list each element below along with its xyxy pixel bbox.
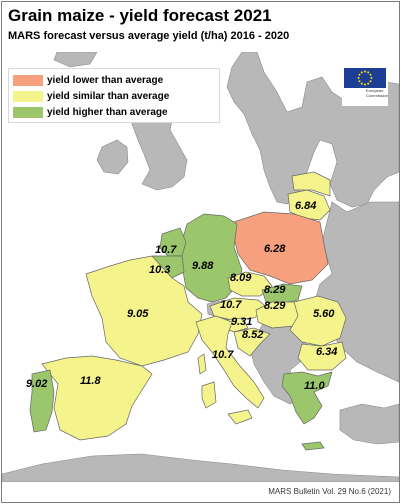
value-poland: 6.28 bbox=[264, 243, 286, 255]
norway-island-shape bbox=[53, 52, 98, 68]
poland-shape bbox=[233, 211, 329, 285]
legend-label-similar: yield similar than average bbox=[47, 90, 170, 102]
sardinia-shape bbox=[201, 381, 217, 409]
european-commission-logo: European Commission bbox=[342, 68, 388, 106]
value-netherlands: 10.7 bbox=[155, 244, 177, 256]
scandinavia-shape bbox=[226, 52, 399, 208]
romania-shape bbox=[289, 295, 347, 347]
legend-item-similar: yield similar than average bbox=[13, 88, 215, 104]
value-czechia: 8.09 bbox=[230, 272, 252, 284]
value-romania: 5.60 bbox=[313, 308, 335, 320]
map-title: Grain maize - yield forecast 2021 bbox=[8, 6, 272, 25]
eu-logo-text-line2: Commission bbox=[366, 93, 389, 98]
yield-values: 6.84 6.28 10.7 10.3 9.88 8.09 8.29 10.7 … bbox=[26, 200, 337, 392]
crete-shape bbox=[301, 441, 325, 451]
slovakia-shape bbox=[261, 283, 303, 305]
legend-label-lower: yield lower than average bbox=[47, 74, 164, 86]
ireland-shape bbox=[96, 139, 129, 175]
latvia-shape bbox=[291, 171, 331, 197]
value-slovakia: 8.29 bbox=[264, 284, 286, 296]
legend-swatch-lower bbox=[13, 74, 43, 86]
spain-shape bbox=[41, 355, 153, 441]
legend-item-higher: yield higher than average bbox=[13, 104, 215, 120]
value-belgium: 10.3 bbox=[149, 264, 170, 276]
north-africa-shape bbox=[2, 453, 399, 482]
legend-item-lower: yield lower than average bbox=[13, 72, 215, 88]
croatia-shape bbox=[233, 327, 271, 357]
value-austria: 10.7 bbox=[220, 299, 242, 311]
value-lithuania: 6.84 bbox=[295, 200, 316, 212]
portugal-shape bbox=[29, 369, 55, 433]
bulgaria-shape bbox=[297, 341, 347, 371]
france-shape bbox=[85, 255, 203, 367]
eu-flag-icon bbox=[344, 68, 386, 88]
greece-shape bbox=[281, 371, 333, 425]
value-italy: 10.7 bbox=[212, 349, 234, 361]
legend-swatch-similar bbox=[13, 90, 43, 102]
value-slovenia: 9.31 bbox=[231, 316, 252, 328]
value-france: 9.05 bbox=[127, 308, 149, 320]
value-portugal: 9.02 bbox=[26, 378, 47, 390]
lithuania-shape bbox=[287, 189, 331, 221]
value-hungary: 8.29 bbox=[264, 300, 286, 312]
legend: yield lower than average yield similar t… bbox=[8, 68, 220, 123]
legend-swatch-higher bbox=[13, 106, 43, 118]
sicily-shape bbox=[227, 409, 253, 425]
value-germany: 9.88 bbox=[192, 260, 214, 272]
europe-map: 6.84 6.28 10.7 10.3 9.88 8.09 8.29 10.7 … bbox=[2, 52, 399, 482]
value-bulgaria: 6.34 bbox=[316, 346, 337, 358]
map-subtitle: MARS forecast versus average yield (t/ha… bbox=[8, 30, 290, 42]
value-croatia: 8.52 bbox=[242, 329, 263, 341]
eu-logo-text-line1: European bbox=[366, 88, 384, 93]
bulletin-footer: MARS Bulletin Vol. 29 No.6 (2021) bbox=[268, 487, 391, 496]
italy-shape bbox=[195, 315, 265, 409]
legend-label-higher: yield higher than average bbox=[47, 106, 168, 118]
eu-logo-text: European Commission bbox=[366, 88, 388, 98]
value-greece: 11.0 bbox=[304, 380, 325, 392]
turkey-shape bbox=[339, 403, 399, 445]
corsica-shape bbox=[197, 353, 207, 375]
value-spain: 11.8 bbox=[80, 375, 101, 387]
eu-countries bbox=[29, 171, 347, 451]
